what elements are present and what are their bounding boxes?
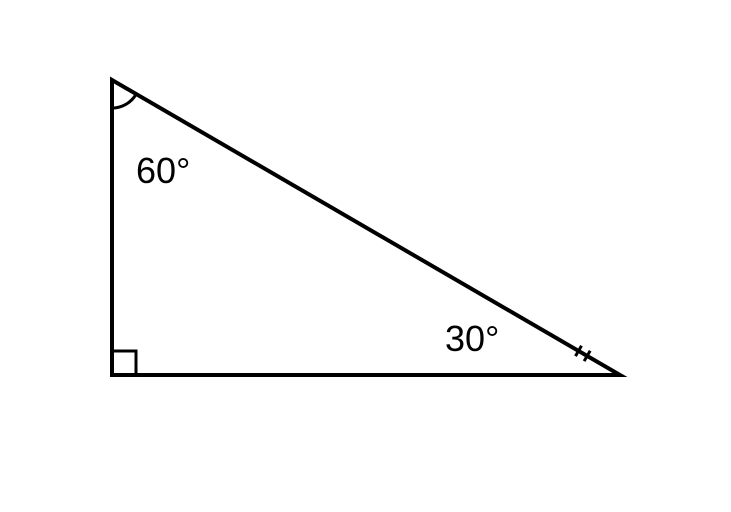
angle-label-60: 60° bbox=[136, 150, 190, 192]
triangle-svg bbox=[0, 0, 731, 512]
angle-label-30: 30° bbox=[445, 318, 499, 360]
triangle-diagram: 60° 30° bbox=[0, 0, 731, 512]
